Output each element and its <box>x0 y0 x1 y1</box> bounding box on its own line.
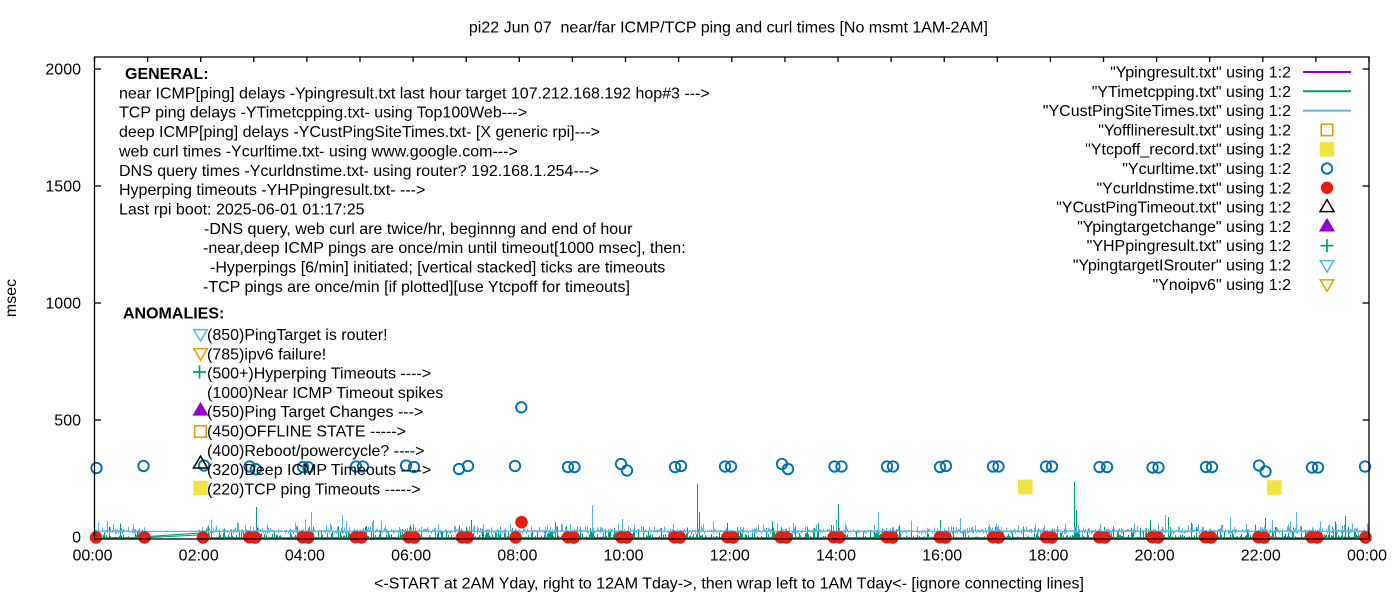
svg-text:pi22 Jun 07 near/far ICMP/TCP: pi22 Jun 07 near/far ICMP/TCP ping and c… <box>469 20 988 37</box>
svg-text:"Ycurltime.txt" using 1:2: "Ycurltime.txt" using 1:2 <box>1122 161 1291 178</box>
svg-text:(400)Reboot/powercycle? ---->: (400)Reboot/powercycle? ----> <box>207 443 424 460</box>
svg-text:-near,deep ICMP pings are once: -near,deep ICMP pings are once/min until… <box>203 240 686 257</box>
svg-text:10:00: 10:00 <box>604 548 644 565</box>
svg-text:22:00: 22:00 <box>1241 548 1281 565</box>
svg-text:0: 0 <box>72 530 81 547</box>
svg-text:(850)PingTarget is router!: (850)PingTarget is router! <box>207 327 388 344</box>
svg-text:(450)OFFLINE STATE ----->: (450)OFFLINE STATE -----> <box>207 424 406 441</box>
svg-text:GENERAL:: GENERAL: <box>125 66 209 83</box>
svg-text:02:00: 02:00 <box>179 548 219 565</box>
svg-text:-TCP pings are once/min [if pl: -TCP pings are once/min [if plotted][use… <box>203 279 630 296</box>
svg-text:00:00: 00:00 <box>72 548 112 565</box>
svg-text:"Ynoipv6" using 1:2: "Ynoipv6" using 1:2 <box>1152 277 1291 294</box>
svg-text:ANOMALIES:: ANOMALIES: <box>123 306 224 323</box>
svg-text:20:00: 20:00 <box>1135 548 1175 565</box>
svg-text:-Hyperpings [6/min] initiated;: -Hyperpings [6/min] initiated; [vertical… <box>210 260 665 277</box>
svg-text:"Ycurldnstime.txt" using 1:2: "Ycurldnstime.txt" using 1:2 <box>1096 180 1291 197</box>
svg-text:2000: 2000 <box>45 62 81 79</box>
svg-text:"Ypingtargetchange" using 1:2: "Ypingtargetchange" using 1:2 <box>1077 219 1291 236</box>
svg-text:12:00: 12:00 <box>710 548 750 565</box>
svg-text:"Ypingresult.txt" using 1:2: "Ypingresult.txt" using 1:2 <box>1110 65 1291 82</box>
svg-text:(785)ipv6 failure!: (785)ipv6 failure! <box>207 346 326 363</box>
svg-text:14:00: 14:00 <box>816 548 856 565</box>
svg-text:deep ICMP[ping] delays -YCustP: deep ICMP[ping] delays -YCustPingSiteTim… <box>119 124 600 141</box>
svg-text:msec: msec <box>3 279 20 317</box>
svg-text:18:00: 18:00 <box>1028 548 1068 565</box>
svg-text:(500+)Hyperping Timeouts ---->: (500+)Hyperping Timeouts ----> <box>207 366 431 383</box>
svg-text:-DNS query, web curl are twice: -DNS query, web curl are twice/hr, begin… <box>204 221 633 238</box>
svg-text:DNS query times -Ycurldnstime.: DNS query times -Ycurldnstime.txt- using… <box>119 163 599 180</box>
svg-text:08:00: 08:00 <box>497 548 537 565</box>
svg-text:"YCustPingSiteTimes.txt" using: "YCustPingSiteTimes.txt" using 1:2 <box>1043 103 1291 120</box>
svg-text:(320)Deep ICMP Timeouts ---->: (320)Deep ICMP Timeouts ----> <box>207 462 431 479</box>
svg-text:TCP ping delays -YTimetcpping.: TCP ping delays -YTimetcpping.txt- using… <box>119 105 527 122</box>
svg-text:<-START at 2AM Yday, right to: <-START at 2AM Yday, right to 12AM Tday-… <box>374 576 1084 593</box>
svg-text:500: 500 <box>54 413 81 430</box>
svg-text:"YTimetcpping.txt" using 1:2: "YTimetcpping.txt" using 1:2 <box>1092 84 1291 101</box>
svg-text:16:00: 16:00 <box>922 548 962 565</box>
svg-text:Hyperping timeouts -YHPpingres: Hyperping timeouts -YHPpingresult.txt- -… <box>119 182 425 199</box>
svg-text:1000: 1000 <box>45 296 81 313</box>
svg-text:06:00: 06:00 <box>391 548 431 565</box>
svg-text:04:00: 04:00 <box>285 548 325 565</box>
svg-text:(220)TCP ping Timeouts ----->: (220)TCP ping Timeouts -----> <box>207 481 421 498</box>
svg-text:(550)Ping Target Changes --->: (550)Ping Target Changes ---> <box>207 404 423 421</box>
svg-text:near ICMP[ping] delays -Ypingr: near ICMP[ping] delays -Ypingresult.txt … <box>119 85 710 102</box>
svg-text:"Ytcpoff_record.txt" using 1:2: "Ytcpoff_record.txt" using 1:2 <box>1085 142 1291 159</box>
svg-text:1500: 1500 <box>45 179 81 196</box>
svg-text:"YpingtargetISrouter" using 1:: "YpingtargetISrouter" using 1:2 <box>1073 258 1291 275</box>
svg-text:"Yofflineresult.txt" using 1:2: "Yofflineresult.txt" using 1:2 <box>1098 122 1291 139</box>
svg-text:00:00: 00:00 <box>1347 548 1387 565</box>
svg-text:Last rpi boot: 2025-06-01 01:1: Last rpi boot: 2025-06-01 01:17:25 <box>119 202 365 219</box>
svg-text:web curl times -Ycurltime.txt-: web curl times -Ycurltime.txt- using www… <box>118 143 518 160</box>
svg-text:"YCustPingTimeout.txt" using 1: "YCustPingTimeout.txt" using 1:2 <box>1056 200 1291 217</box>
svg-text:(1000)Near ICMP Timeout spikes: (1000)Near ICMP Timeout spikes <box>207 385 443 402</box>
svg-text:"YHPpingresult.txt" using 1:2: "YHPpingresult.txt" using 1:2 <box>1087 238 1291 255</box>
